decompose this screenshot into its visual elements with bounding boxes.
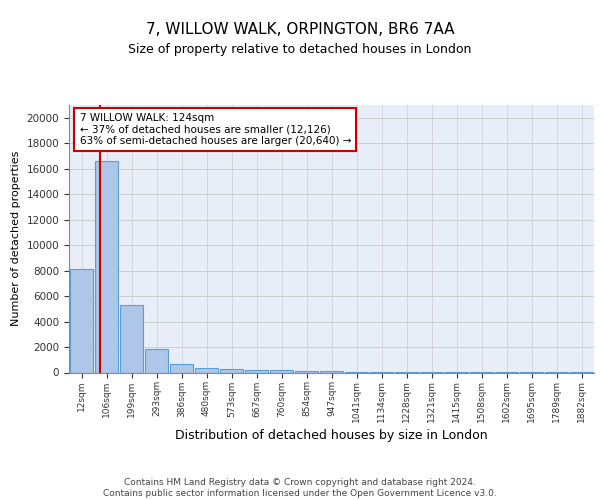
Bar — [220, 369, 243, 372]
Bar — [170, 364, 193, 372]
Bar — [95, 161, 118, 372]
Bar — [120, 305, 143, 372]
Text: Size of property relative to detached houses in London: Size of property relative to detached ho… — [128, 42, 472, 56]
Bar — [270, 370, 293, 372]
Y-axis label: Number of detached properties: Number of detached properties — [11, 151, 21, 326]
Bar — [70, 270, 93, 372]
Text: 7, WILLOW WALK, ORPINGTON, BR6 7AA: 7, WILLOW WALK, ORPINGTON, BR6 7AA — [146, 22, 454, 38]
Text: Contains HM Land Registry data © Crown copyright and database right 2024.
Contai: Contains HM Land Registry data © Crown c… — [103, 478, 497, 498]
Text: 7 WILLOW WALK: 124sqm
← 37% of detached houses are smaller (12,126)
63% of semi-: 7 WILLOW WALK: 124sqm ← 37% of detached … — [79, 113, 351, 146]
Bar — [195, 368, 218, 372]
Bar — [145, 349, 168, 372]
Bar — [295, 371, 318, 372]
Bar — [245, 370, 268, 372]
X-axis label: Distribution of detached houses by size in London: Distribution of detached houses by size … — [175, 429, 488, 442]
